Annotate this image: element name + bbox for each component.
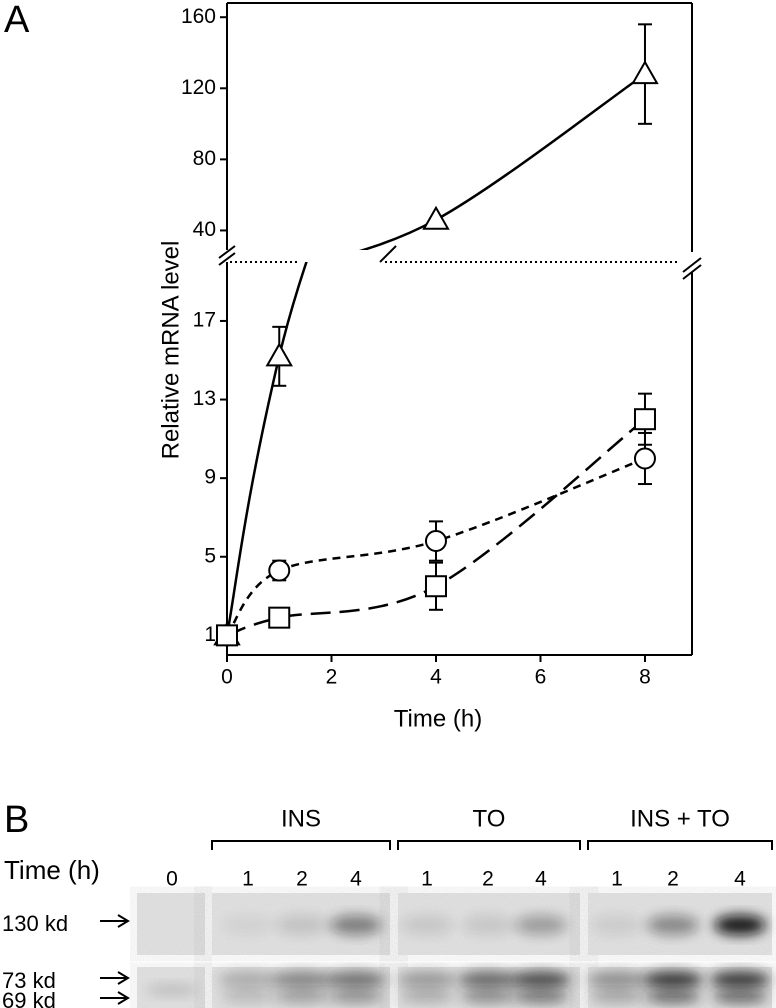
blot-band [458, 971, 518, 989]
blot-band [272, 971, 332, 989]
panel-label: B [4, 799, 29, 841]
blot-band [330, 915, 382, 935]
group-bracket [587, 840, 773, 850]
data-point [268, 559, 291, 582]
lane-label: 1 [421, 868, 433, 891]
blot-noise [137, 893, 205, 955]
y-tick-label: 120 [181, 76, 216, 99]
series-line [227, 280, 645, 300]
data-point [424, 575, 447, 598]
data-point [633, 408, 656, 431]
lane-label: 1 [611, 868, 623, 891]
blot-band [218, 971, 278, 989]
blot-band [328, 991, 384, 1003]
series-line [359, 73, 646, 250]
lane-label: 2 [482, 868, 494, 891]
y-tick-label: 40 [193, 218, 216, 241]
x-tick-label: 2 [326, 666, 338, 689]
data-point [268, 606, 291, 629]
axes [218, 2, 702, 656]
blot-band [643, 971, 703, 989]
blot-band [276, 915, 328, 935]
data-point [424, 530, 447, 553]
lane-label: 2 [296, 868, 308, 891]
group-bracket [211, 840, 391, 850]
marker-arrowhead [117, 991, 130, 1005]
group-label: INS + TO [630, 805, 730, 832]
blot-band [589, 991, 645, 1003]
y-axis-label: Relative mRNA level [157, 241, 184, 460]
blot-band [274, 991, 330, 1003]
marker-label: 69 kd [2, 988, 56, 1008]
blot-band [587, 971, 647, 989]
time-label: Time (h) [4, 855, 100, 885]
blot-band [220, 991, 276, 1003]
lane-label: 4 [734, 868, 746, 891]
blot-band [513, 991, 569, 1003]
lane-label: 4 [535, 868, 547, 891]
y-tick-label: 17 [193, 308, 216, 331]
x-axis-label: Time (h) [394, 705, 482, 732]
y-tick-label: 160 [181, 5, 216, 28]
marker-label: 73 kd [2, 968, 56, 993]
blot-band [462, 915, 514, 935]
blot-band [511, 971, 571, 989]
blot-band [222, 915, 274, 935]
series-line [227, 284, 645, 300]
series-line [227, 418, 646, 637]
x-tick-label: 8 [639, 666, 651, 689]
data-point [422, 205, 450, 230]
y-tick-label: 1 [204, 623, 216, 646]
y-tick-label: 5 [204, 544, 216, 567]
blot-band [647, 915, 699, 935]
y-tick-label: 9 [204, 466, 216, 489]
blot-band [399, 991, 455, 1003]
blot-band [146, 984, 198, 996]
lane-label: 2 [667, 868, 679, 891]
blot-band [326, 971, 386, 989]
x-tick-label: 0 [221, 666, 233, 689]
lane-label: 4 [350, 868, 362, 891]
blot-band [591, 915, 643, 935]
data-point [265, 342, 293, 367]
series-line [227, 262, 308, 636]
x-tick-label: 4 [430, 666, 442, 689]
blot-band [401, 915, 453, 935]
group-label: INS [281, 805, 321, 832]
blot-band [714, 915, 766, 935]
blot-band [712, 991, 768, 1003]
blot-band [515, 915, 567, 935]
marker-label: 130 kd [2, 911, 68, 936]
y-tick-label: 13 [193, 387, 216, 410]
data-point [633, 447, 656, 470]
lane-label: 1 [242, 868, 254, 891]
blot-band [460, 991, 516, 1003]
data-point [631, 60, 659, 85]
panel-label: A [4, 0, 30, 41]
blot-band [710, 971, 770, 989]
series-line [227, 457, 646, 637]
x-tick-label: 6 [535, 666, 547, 689]
blot-band [645, 991, 701, 1003]
marker-arrowhead [117, 971, 130, 985]
lane-label: 0 [166, 868, 178, 891]
marker-arrowhead [117, 914, 130, 928]
data-point [216, 624, 238, 647]
y-tick-label: 80 [193, 147, 216, 170]
group-label: TO [473, 805, 506, 832]
group-bracket [397, 840, 581, 850]
blot-band [397, 971, 457, 989]
